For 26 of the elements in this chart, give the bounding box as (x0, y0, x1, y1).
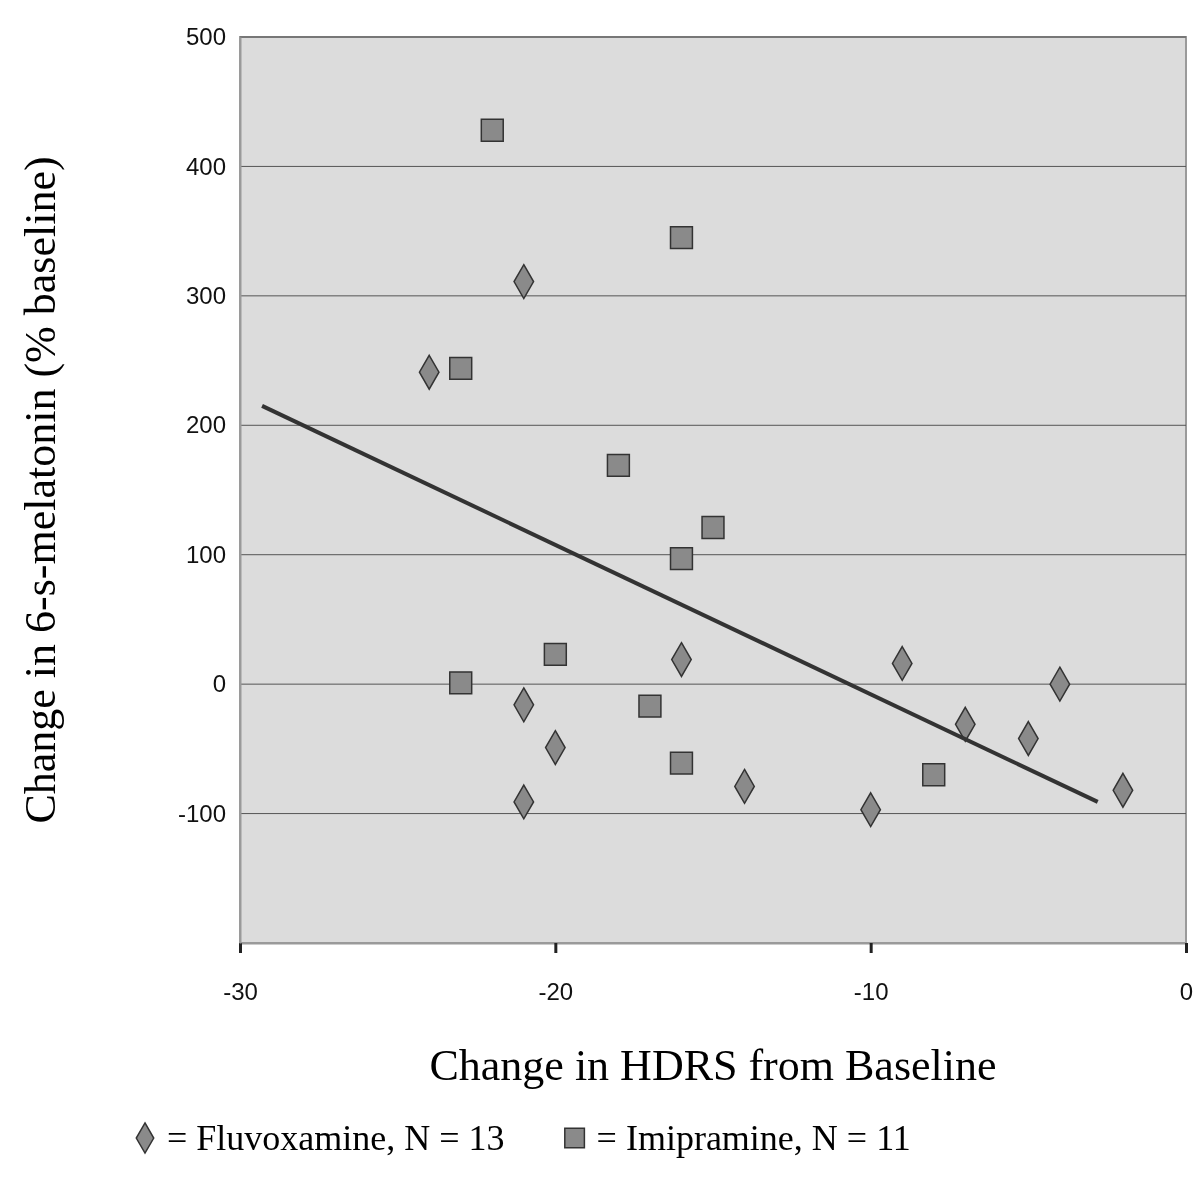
y-tick-label: 200 (185, 411, 226, 439)
point (638, 694, 662, 718)
point (543, 642, 568, 667)
point (606, 453, 631, 478)
point (701, 515, 725, 540)
point (669, 225, 694, 250)
y-tick-label: 500 (185, 23, 226, 51)
point (480, 118, 504, 142)
point (669, 546, 694, 571)
legend-label: = Imipramine, N = 11 (596, 1118, 911, 1158)
point (449, 671, 473, 695)
y-tick-label: 100 (185, 540, 226, 568)
y-tick-label: -100 (177, 799, 226, 827)
y-axis-title: Change in 6-s-melatonin (% baseline) (16, 156, 65, 824)
x-tick-label: -10 (853, 978, 889, 1006)
point (669, 751, 694, 775)
x-axis-title: Change in HDRS from Baseline (429, 1041, 997, 1090)
x-tick-label: 0 (1179, 978, 1194, 1006)
legend-label: = Fluvoxamine, N = 13 (167, 1118, 505, 1158)
y-tick-label: 300 (185, 282, 226, 310)
y-tick-label: 400 (185, 152, 226, 180)
point (449, 356, 473, 381)
y-tick-label: 0 (212, 670, 226, 698)
point (922, 763, 946, 787)
x-tick-label: -30 (223, 978, 258, 1006)
x-tick-label: -20 (538, 978, 574, 1006)
